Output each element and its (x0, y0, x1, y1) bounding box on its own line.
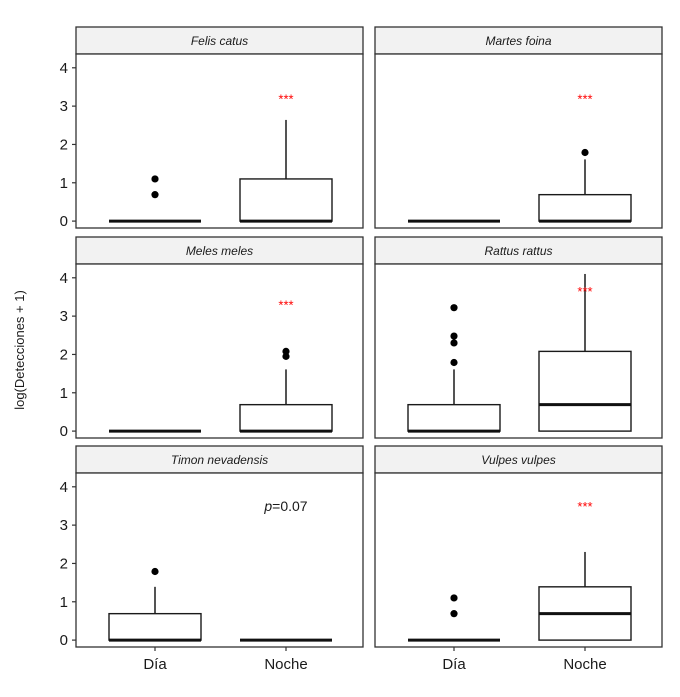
facet-strip (374, 236, 663, 265)
y-tick-label: 0 (60, 213, 68, 230)
y-tick-label: 1 (60, 385, 68, 402)
box-body (538, 350, 632, 432)
y-tick-label: 3 (60, 308, 68, 325)
facet-strip (75, 26, 364, 55)
y-tick-label: 4 (60, 60, 68, 77)
facet-strip-title: Timon nevadensis (171, 453, 268, 467)
box-body (239, 403, 333, 432)
box-noche (239, 347, 333, 433)
facet-strip-title: Felis catus (191, 34, 248, 48)
outlier-point (450, 339, 458, 347)
x-tick-label: Noche (563, 656, 606, 673)
y-tick-label: 4 (60, 270, 68, 287)
facet-strip-title: Meles meles (186, 244, 253, 258)
facet-panel: Vulpes vulpes Día Noche *** (374, 445, 663, 673)
y-tick-label: 3 (60, 98, 68, 115)
outlier-point (581, 148, 589, 157)
box-body (407, 403, 501, 432)
significance-stars: *** (278, 91, 293, 106)
outlier-point (450, 304, 458, 312)
p-value-label: p=0.07 (263, 498, 307, 514)
y-tick-label: 3 (60, 517, 68, 534)
y-axis-label: log(Detecciones + 1) (12, 290, 27, 410)
y-tick-label: 4 (60, 479, 68, 496)
significance-stars: *** (278, 298, 293, 313)
facet-panel: Meles meles 0 1 2 3 4 *** (60, 236, 364, 440)
outlier-point (450, 594, 458, 602)
facet-strip-title: Rattus rattus (484, 244, 552, 258)
outlier-point (151, 567, 159, 576)
facet-panel: Felis catus 0 1 2 3 4 *** (60, 26, 364, 230)
y-tick-label: 0 (60, 632, 68, 649)
outlier-point (450, 610, 458, 618)
outlier-point (282, 352, 290, 360)
outlier-point (151, 191, 159, 199)
outlier-point (450, 358, 458, 367)
box-dia (109, 175, 201, 223)
box-body (239, 178, 333, 222)
y-tick-label: 1 (60, 594, 68, 611)
y-tick-label: 1 (60, 175, 68, 192)
significance-stars: *** (577, 284, 592, 299)
x-tick-label: Día (442, 656, 466, 673)
facet-strip (75, 236, 364, 265)
box-noche (538, 148, 632, 223)
facet-panel: Timon nevadensis 0 1 2 3 4 Día Noche p=0.07 (60, 445, 364, 673)
significance-stars: *** (577, 499, 592, 514)
facet-panel: Martes foina *** (374, 26, 663, 229)
box-dia (407, 304, 501, 433)
box-noche (538, 273, 632, 432)
p-value-number: =0.07 (272, 498, 308, 514)
facet-strip-title: Vulpes vulpes (481, 453, 556, 467)
box-dia (408, 594, 500, 642)
box-noche (239, 119, 333, 223)
x-tick-label: Noche (264, 656, 307, 673)
outlier-point (151, 175, 159, 183)
box-dia (108, 567, 202, 642)
significance-stars: *** (577, 91, 592, 106)
facet-strip (374, 26, 663, 55)
x-tick-label: Día (143, 656, 167, 673)
y-tick-label: 2 (60, 555, 68, 572)
box-body (108, 612, 202, 641)
facet-panel: Rattus rattus *** (374, 236, 663, 439)
facet-strip-title: Martes foina (485, 34, 551, 48)
y-tick-label: 2 (60, 136, 68, 153)
outlier-point (450, 332, 458, 340)
box-noche (538, 551, 632, 641)
outlier-point (282, 347, 290, 355)
facet-strip (75, 445, 364, 474)
box-body (538, 193, 632, 222)
y-tick-label: 0 (60, 423, 68, 440)
y-tick-label: 2 (60, 346, 68, 363)
p-value-symbol: p (263, 498, 272, 514)
